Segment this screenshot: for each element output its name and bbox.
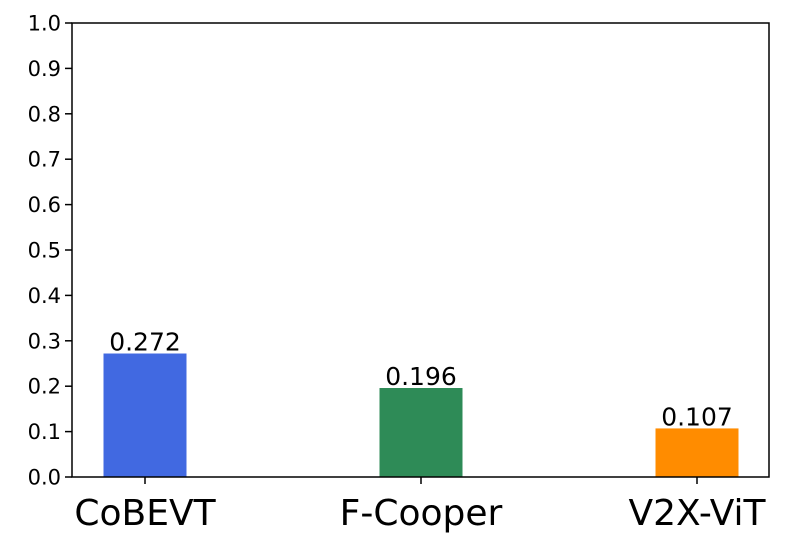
bar — [655, 428, 739, 477]
bar — [103, 353, 187, 477]
bar — [379, 388, 463, 477]
y-tick-label: 0.4 — [28, 284, 61, 308]
y-tick-label: 0.8 — [28, 102, 61, 126]
chart-marks: 0.0 0.1 0.2 0.3 0.4 0.5 0.6 0.7 0.8 0.9 1.0 CoBEVT 0… — [28, 12, 767, 535]
x-tick-label: CoBEVT — [74, 493, 216, 534]
y-tick-label: 0.0 — [28, 466, 61, 490]
bar-value-label: 0.272 — [109, 328, 181, 357]
y-tick-label: 0.7 — [28, 148, 61, 172]
y-tick-label: 0.6 — [28, 193, 61, 217]
axes-frame — [71, 22, 770, 478]
y-tick-label: 0.3 — [28, 329, 61, 353]
y-tick-label: 0.1 — [28, 420, 61, 444]
x-tick-label: V2X-ViT — [628, 493, 766, 534]
x-tick-label: F-Cooper — [340, 493, 503, 534]
y-tick-label: 0.5 — [28, 239, 61, 263]
bar-value-label: 0.107 — [661, 402, 733, 431]
y-tick-label: 1.0 — [28, 12, 61, 36]
y-tick-label: 0.9 — [28, 57, 61, 81]
bar-value-label: 0.196 — [385, 362, 457, 391]
y-tick-label: 0.2 — [28, 375, 61, 399]
